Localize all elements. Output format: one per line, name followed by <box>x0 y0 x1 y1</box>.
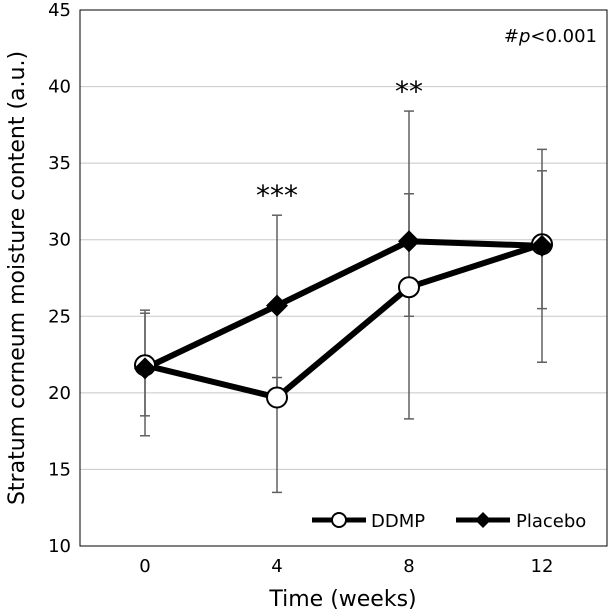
x-tick-label: 8 <box>403 556 414 577</box>
p-value-threshold: <0.001 <box>530 26 597 47</box>
y-tick-label: 15 <box>48 459 71 480</box>
legend-marker-placebo <box>475 512 491 528</box>
point-placebo <box>398 230 420 253</box>
p-value-note: #p<0.001 <box>504 26 597 47</box>
y-tick-label: 35 <box>48 153 71 174</box>
x-axis-ticks: 0 4 8 12 <box>139 556 553 577</box>
x-tick-label: 12 <box>531 556 554 577</box>
y-tick-label: 10 <box>48 536 71 557</box>
legend-label-placebo: Placebo <box>516 511 586 532</box>
y-axis-ticks: 10 15 20 25 30 35 40 45 <box>48 0 71 557</box>
y-tick-label: 25 <box>48 306 71 327</box>
significance-marker: *** <box>256 179 298 212</box>
point-placebo <box>266 294 288 317</box>
error-bars <box>140 110 547 494</box>
p-value-variable: p <box>518 26 530 47</box>
legend-label-ddmp: DDMP <box>371 511 425 532</box>
significance-marker: ** <box>395 75 423 108</box>
p-value-prefix: # <box>504 26 519 47</box>
gridlines <box>80 86 607 470</box>
x-tick-label: 4 <box>271 556 282 577</box>
legend: DDMP Placebo <box>312 511 586 532</box>
x-tick-label: 0 <box>139 556 150 577</box>
y-tick-label: 40 <box>48 77 71 98</box>
y-tick-label: 45 <box>48 0 71 21</box>
point-ddmp <box>266 386 288 409</box>
point-ddmp <box>398 276 420 299</box>
legend-marker-ddmp <box>331 512 347 528</box>
series-markers <box>134 230 553 409</box>
significance-annotations: ***** <box>256 75 423 212</box>
x-axis-title: Time (weeks) <box>268 587 416 612</box>
point-placebo <box>134 357 156 380</box>
point-placebo <box>531 234 553 257</box>
y-tick-label: 30 <box>48 230 71 251</box>
series-line-placebo <box>143 238 543 372</box>
plot-frame <box>79 9 608 547</box>
y-axis-title: Stratum corneum moisture content (a.u.) <box>5 51 30 505</box>
series-lines <box>143 238 543 401</box>
y-tick-label: 20 <box>48 383 71 404</box>
series-line-ddmp <box>144 241 543 401</box>
